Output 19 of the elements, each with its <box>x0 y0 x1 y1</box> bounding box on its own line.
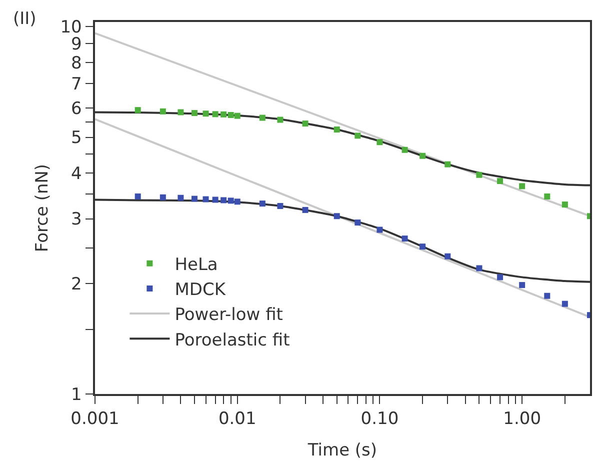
legend-label: Poroelastic fit <box>174 330 290 350</box>
x-tick-label: 0.01 <box>218 409 256 430</box>
legend-label: Power-low fit <box>174 305 284 326</box>
text: (II) <box>13 9 36 29</box>
y-tick-label: 2 <box>71 274 82 294</box>
x-axis-title: Time (s) <box>306 440 378 460</box>
x-tick-label: 1.00 <box>503 409 542 430</box>
y-axis-title: Force (nN) <box>32 164 52 252</box>
x-tick-label: 0.001 <box>70 409 120 430</box>
y-tick-label: 5 <box>71 128 82 148</box>
y-tick-label: 7 <box>71 74 82 95</box>
y-tick-label: 4 <box>71 164 82 184</box>
y-tick-label: 6 <box>71 99 82 120</box>
y-tick-label: 1 <box>71 384 82 405</box>
x-tick-label: 0.10 <box>360 409 399 430</box>
legend-label: HeLa <box>174 254 218 275</box>
y-tick-label: 8 <box>71 53 82 74</box>
legend-label: MDCK <box>174 280 226 300</box>
y-tick-label: 3 <box>71 210 82 230</box>
